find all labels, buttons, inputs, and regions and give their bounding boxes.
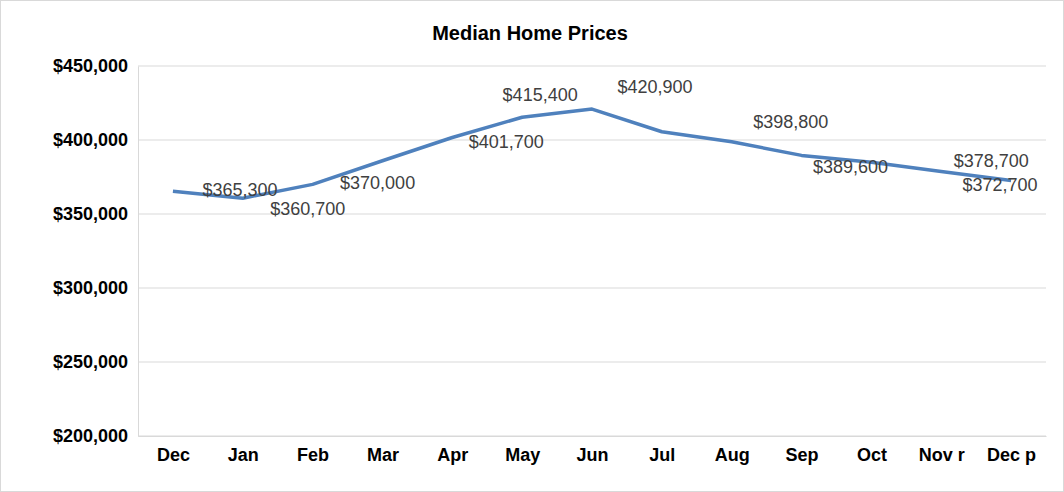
x-tick-label: Dec p — [987, 445, 1036, 465]
y-tick-label: $200,000 — [53, 426, 128, 446]
data-label: $372,700 — [963, 175, 1038, 195]
x-tick: Dec p — [987, 436, 1036, 465]
grid-line — [138, 140, 1046, 141]
x-tick: Apr — [437, 436, 468, 465]
x-tick: Dec — [157, 436, 190, 465]
y-tick-label: $400,000 — [53, 130, 128, 150]
grid-line — [138, 436, 1046, 437]
x-tick-label: Feb — [297, 445, 329, 465]
x-tick: May — [505, 436, 540, 465]
data-label: $365,300 — [202, 180, 277, 200]
y-tick: $350,000 — [53, 204, 138, 224]
chart: Median Home Prices $200,000 $250,000 $300,0… — [0, 0, 1064, 492]
grid — [138, 66, 1046, 436]
y-tick-label: $350,000 — [53, 204, 128, 224]
y-axis: $200,000 $250,000 $300,000 $350,000 $400,000… — [53, 56, 139, 446]
x-tick-label: Jul — [649, 445, 675, 465]
x-tick-label: May — [505, 445, 540, 465]
y-tick: $450,000 — [53, 56, 138, 76]
data-labels: $365,300$360,700 $370,000 $401,700 $415,400… — [202, 77, 1037, 219]
x-tick-label: Oct — [857, 445, 887, 465]
x-tick: Jan — [228, 436, 259, 465]
plot-area — [173, 109, 1011, 198]
y-axis-line — [138, 67, 139, 437]
y-tick-label: $300,000 — [53, 278, 128, 298]
x-tick: Feb — [297, 436, 329, 465]
x-tick-label: Aug — [715, 445, 750, 465]
data-label: $370,000 — [340, 173, 415, 193]
y-tick: $400,000 — [53, 130, 138, 150]
data-label: $378,700 — [954, 151, 1029, 171]
grid-line — [138, 288, 1046, 289]
y-tick-label: $250,000 — [53, 352, 128, 372]
series-line — [173, 109, 1011, 198]
x-tick-label: Dec — [157, 445, 190, 465]
x-tick: Nov r — [919, 436, 965, 465]
x-tick-label: Jun — [576, 445, 608, 465]
data-label: $398,800 — [753, 112, 828, 132]
x-tick-label: Sep — [786, 445, 819, 465]
data-label: $420,900 — [617, 77, 692, 97]
grid-line — [138, 362, 1046, 363]
x-tick: Mar — [367, 436, 399, 465]
chart-frame — [1, 1, 1064, 492]
x-tick: Oct — [857, 436, 887, 465]
chart-title: Median Home Prices — [432, 22, 628, 44]
x-axis: Dec Jan Feb Mar Apr May Jun Jul Aug Sep Oct Nov r De… — [139, 436, 1047, 465]
y-tick: $300,000 — [53, 278, 138, 298]
y-tick: $250,000 — [53, 352, 138, 372]
x-tick-label: Mar — [367, 445, 399, 465]
data-label: $415,400 — [503, 85, 578, 105]
x-tick-label: Apr — [437, 445, 468, 465]
y-tick-label: $450,000 — [53, 56, 128, 76]
x-tick: Jul — [649, 436, 675, 465]
data-label: $360,700 — [270, 199, 345, 219]
data-label: $389,600 — [813, 157, 888, 177]
x-tick-label: Nov r — [919, 445, 965, 465]
x-tick-label: Jan — [228, 445, 259, 465]
x-tick: Sep — [786, 436, 819, 465]
grid-line — [138, 66, 1046, 67]
x-tick: Jun — [576, 436, 608, 465]
y-tick: $200,000 — [53, 426, 138, 446]
data-label: $401,700 — [469, 132, 544, 152]
x-tick: Aug — [715, 436, 750, 465]
x-axis-line — [139, 436, 1047, 437]
